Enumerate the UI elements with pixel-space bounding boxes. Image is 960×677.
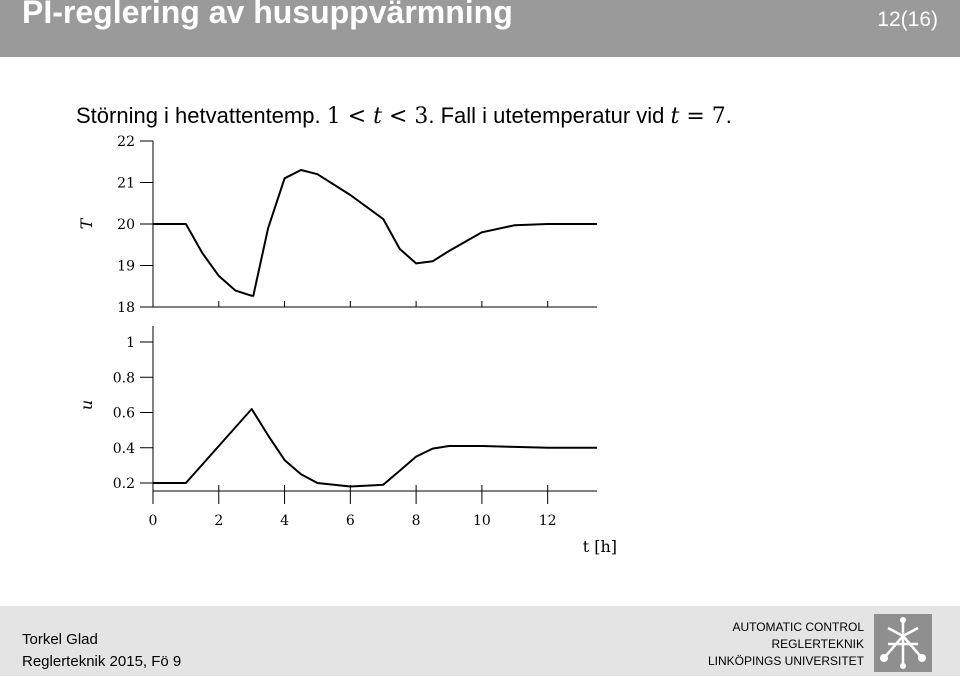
footer-org-line3: LINKÖPINGS UNIVERSITET bbox=[707, 654, 864, 668]
subtitle-math-2a: t bbox=[670, 104, 680, 129]
footer-org-line2: REGLERTEKNIK bbox=[771, 637, 864, 651]
footer-bar: Torkel Glad Reglerteknik 2015, Fö 9 AUTO… bbox=[0, 606, 960, 676]
x-tick-label-1-0: 0 bbox=[149, 513, 158, 529]
footer-org-line1: AUTOMATIC CONTROL bbox=[732, 620, 864, 634]
header-bar: PI-reglering av husuppvärmning 12(16) bbox=[0, 0, 960, 57]
subtitle-math-2b: = 7 bbox=[679, 104, 726, 129]
footer-author: Torkel Glad bbox=[22, 631, 98, 648]
x-tick-label-1-4: 8 bbox=[412, 513, 421, 529]
x-tick-label-1-3: 6 bbox=[346, 513, 355, 529]
series-line-0-0 bbox=[153, 169, 597, 297]
y-tick-label-0-3: 21 bbox=[117, 176, 135, 192]
subtitle-text-3: . bbox=[725, 103, 732, 128]
subtitle-text-2: . Fall i utetemperatur vid bbox=[428, 103, 671, 128]
y-tick-label-1-0: 0.2 bbox=[113, 476, 135, 492]
subtitle-math-1a: 1 bbox=[326, 104, 341, 129]
liu-logo-icon bbox=[874, 614, 932, 672]
y-tick-label-1-2: 0.6 bbox=[113, 406, 135, 422]
y-axis-label-1: u bbox=[77, 400, 96, 410]
x-tick-label-1-2: 4 bbox=[280, 513, 289, 529]
y-tick-label-1-4: 1 bbox=[126, 335, 135, 351]
y-tick-label-1-1: 0.4 bbox=[113, 441, 135, 457]
y-tick-label-0-0: 18 bbox=[117, 300, 135, 316]
y-axis-label-0: T bbox=[77, 217, 96, 229]
subtitle-math-1d: < bbox=[381, 104, 415, 129]
subtitle-math-1b: < bbox=[340, 104, 374, 129]
page-number: 12(16) bbox=[877, 8, 938, 31]
y-tick-label-1-3: 0.8 bbox=[113, 370, 135, 386]
y-tick-label-0-4: 22 bbox=[117, 134, 135, 150]
y-tick-label-0-1: 19 bbox=[117, 259, 135, 275]
x-tick-label-1-6: 12 bbox=[539, 513, 557, 529]
x-tick-label-1-5: 10 bbox=[473, 513, 491, 529]
footer-course: Reglerteknik 2015, Fö 9 bbox=[22, 653, 182, 670]
subtitle-math-1e: 3 bbox=[414, 104, 429, 129]
x-tick-label-1-1: 2 bbox=[214, 513, 223, 529]
x-axis-label-1: t [h] bbox=[583, 537, 617, 556]
subtitle-math-1c: t bbox=[373, 104, 382, 129]
subtitle-text-1: Störning i hetvattentemp. bbox=[76, 103, 327, 128]
y-tick-label-0-2: 20 bbox=[117, 217, 135, 233]
slide-subtitle: Störning i hetvattentemp. 1 < t < 3. Fal… bbox=[76, 103, 732, 129]
series-line-1-0 bbox=[153, 408, 597, 488]
slide-title: PI-reglering av husuppvärmning bbox=[22, 0, 513, 30]
